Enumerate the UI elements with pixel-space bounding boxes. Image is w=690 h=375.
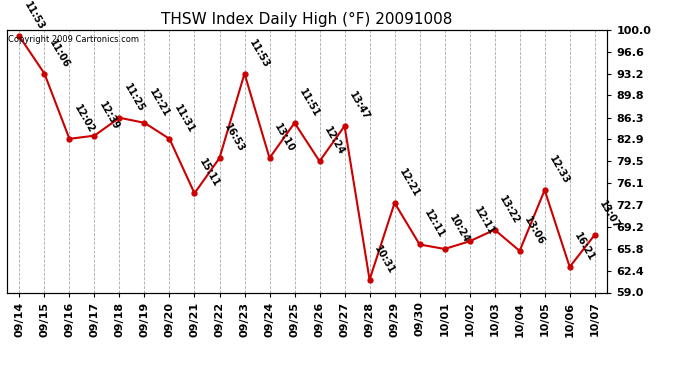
Text: 13:07: 13:07 (598, 199, 622, 231)
Text: 11:51: 11:51 (297, 87, 322, 118)
Text: 12:02: 12:02 (72, 103, 97, 135)
Text: 13:22: 13:22 (497, 194, 522, 226)
Text: 13:47: 13:47 (347, 90, 371, 122)
Text: 12:21: 12:21 (147, 87, 171, 118)
Text: 13:10: 13:10 (273, 122, 297, 154)
Text: 12:39: 12:39 (97, 100, 121, 132)
Text: Copyright 2009 Cartronics.com: Copyright 2009 Cartronics.com (8, 35, 139, 44)
Text: 12:24: 12:24 (322, 125, 346, 157)
Text: 10:31: 10:31 (373, 244, 397, 276)
Text: 11:53: 11:53 (247, 38, 271, 69)
Text: 16:53: 16:53 (222, 122, 246, 154)
Text: 11:53: 11:53 (22, 0, 46, 32)
Text: 15:11: 15:11 (197, 157, 221, 189)
Text: 12:11: 12:11 (473, 205, 497, 237)
Text: 10:24: 10:24 (447, 213, 471, 245)
Text: 11:31: 11:31 (172, 103, 197, 135)
Title: THSW Index Daily High (°F) 20091008: THSW Index Daily High (°F) 20091008 (161, 12, 453, 27)
Text: 11:06: 11:06 (47, 38, 71, 69)
Text: 12:11: 12:11 (422, 209, 446, 240)
Text: 11:25: 11:25 (122, 82, 146, 114)
Text: 13:06: 13:06 (522, 215, 546, 247)
Text: 12:33: 12:33 (547, 154, 571, 186)
Text: 16:21: 16:21 (573, 231, 597, 263)
Text: 12:21: 12:21 (397, 167, 422, 199)
